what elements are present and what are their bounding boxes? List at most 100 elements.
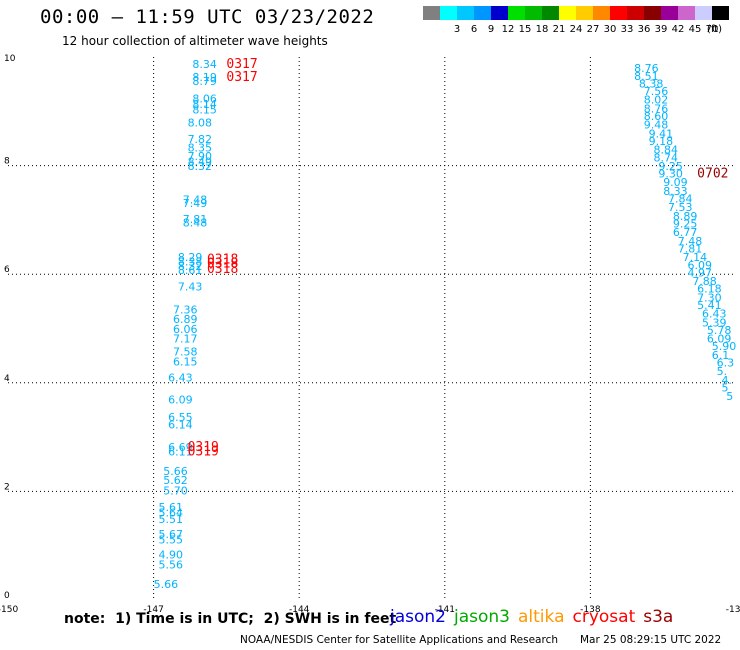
x-tick-label: -138 — [580, 605, 601, 615]
color-scale-unit: (ft) — [707, 24, 722, 35]
wave-height-label: 8.32 — [178, 260, 203, 273]
color-scale-label: 36 — [638, 24, 651, 35]
color-scale-swatch — [661, 6, 678, 20]
wave-height-label: 9.41 — [649, 127, 674, 140]
wave-height-label: 8.08 — [188, 117, 213, 130]
wave-height-label: 8.06 — [192, 93, 217, 106]
color-scale-label: 24 — [570, 24, 583, 35]
wave-height-label: 8.35 — [188, 141, 213, 154]
wave-height-label: 7.90 — [188, 150, 213, 163]
pass-id-label: 0702 — [697, 167, 728, 182]
color-scale-swatch — [593, 6, 610, 20]
wave-height-label: 8.15 — [192, 103, 217, 116]
wave-height-label: 6.43 — [702, 308, 727, 321]
color-scale-swatch — [542, 6, 559, 20]
wave-height-label: 5.78 — [707, 324, 732, 337]
wave-height-label: 9.18 — [649, 135, 674, 148]
color-scale-swatch — [491, 6, 508, 20]
pass-id-label: 0318 — [207, 252, 238, 267]
color-scale-swatch — [678, 6, 695, 20]
chart-title: 00:00 — 11:59 UTC 03/23/2022 — [40, 6, 375, 28]
pass-id-label: 0318 — [207, 257, 238, 272]
wave-height-label: 7.17 — [173, 333, 198, 346]
color-scale-swatch — [610, 6, 627, 20]
wave-height-label: 8.38 — [178, 256, 203, 269]
wave-height-label: 5.66 — [154, 578, 179, 591]
color-scale-swatch — [508, 6, 525, 20]
wave-height-label: 4.90 — [158, 549, 183, 562]
wave-height-label: 7.48 — [183, 194, 208, 207]
wave-height-label: 8.89 — [673, 210, 698, 223]
x-tick-label: -147 — [143, 605, 163, 615]
color-scale-label: 21 — [553, 24, 566, 35]
footer-note: note: 1) Time is in UTC; 2) SWH is in fe… — [64, 611, 397, 627]
satellite-label-cryosat: cryosat — [572, 607, 636, 627]
wave-height-label: 5.39 — [702, 316, 727, 329]
wave-height-label: 8.84 — [653, 144, 678, 157]
color-scale-swatch — [474, 6, 491, 20]
wave-height-label: 7.48 — [678, 235, 703, 248]
wave-height-label: 6.1 — [712, 349, 730, 362]
wave-height-label: 7.36 — [173, 303, 198, 316]
pass-id-label: 0319 — [188, 440, 219, 455]
wave-height-label: 6.11 — [168, 446, 193, 459]
satellite-label-jason3: jason3 — [454, 607, 510, 627]
pass-id-label: 0318 — [207, 262, 238, 277]
wave-height-label: 6.09 — [168, 393, 193, 406]
color-scale-label: 15 — [519, 24, 532, 35]
wave-height-label: 8.02 — [644, 94, 669, 107]
wave-height-label: 7.84 — [668, 193, 693, 206]
x-tick-label: -144 — [289, 605, 310, 615]
x-tick-label: -135 — [726, 605, 740, 615]
wave-height-label: 6.77 — [673, 226, 698, 239]
wave-height-label: 7.14 — [683, 251, 708, 264]
wave-height-label: 5.51 — [158, 513, 183, 526]
color-scale-label: 6 — [471, 24, 477, 35]
wave-height-label: 8.19 — [192, 71, 217, 84]
color-scale-label: 45 — [689, 24, 702, 35]
wave-height-label: 7.30 — [697, 291, 722, 304]
wave-height-label: 7.56 — [644, 85, 669, 98]
x-tick-label: -141 — [435, 605, 455, 615]
wave-height-label: 7.82 — [188, 133, 213, 146]
color-scale-label: 18 — [536, 24, 549, 35]
wave-height-label: 6.06 — [173, 323, 198, 336]
wave-height-label: 8.79 — [192, 75, 217, 88]
wave-height-label: 5.66 — [163, 465, 188, 478]
pass-id-label: 0319 — [188, 445, 219, 460]
wave-height-label: 8.32 — [188, 160, 213, 173]
color-scale-swatch — [559, 6, 576, 20]
y-tick-label: 0 — [4, 591, 10, 601]
wave-height-label: 6.55 — [168, 411, 193, 424]
wave-height-label: 6.15 — [173, 355, 198, 368]
wave-height-label: 5. — [717, 365, 728, 378]
wave-height-label: 6.89 — [173, 313, 198, 326]
color-scale-swatch — [457, 6, 474, 20]
x-tick-label: -150 — [0, 605, 18, 615]
wave-height-label: 8.34 — [192, 58, 217, 71]
color-scale-swatch — [644, 6, 661, 20]
color-scale-label: 27 — [587, 24, 600, 35]
wave-height-label: 9.09 — [663, 176, 688, 189]
color-scale-label: 39 — [655, 24, 668, 35]
wave-height-label: 6.09 — [707, 333, 732, 346]
color-scale-label: 42 — [672, 24, 685, 35]
wave-height-label: 8.76 — [644, 102, 669, 115]
wave-height-label: 8.74 — [653, 151, 678, 164]
wave-height-label: 9.30 — [658, 168, 683, 181]
wave-height-label: 5.64 — [158, 506, 183, 519]
wave-height-label: 8.14 — [192, 98, 217, 111]
wave-height-label: 8.49 — [188, 156, 213, 169]
wave-height-label: 5.67 — [158, 528, 183, 541]
wave-height-label: 9.25 — [658, 160, 683, 173]
chart-subtitle: 12 hour collection of altimeter wave hei… — [62, 34, 328, 48]
color-scale-swatch — [576, 6, 593, 20]
wave-height-label: 6.3 — [717, 357, 735, 370]
color-scale-label: 30 — [604, 24, 617, 35]
wave-height-label: 4. — [721, 374, 732, 387]
wave-height-label: 4.97 — [687, 266, 712, 279]
color-scale-legend: 3 6 9 12 15 18 21 24 27 30 33 36 39 42 45 70(ft) — [423, 6, 729, 35]
wave-height-label: 5.90 — [712, 340, 737, 353]
wave-height-label: 5.61 — [158, 501, 183, 514]
